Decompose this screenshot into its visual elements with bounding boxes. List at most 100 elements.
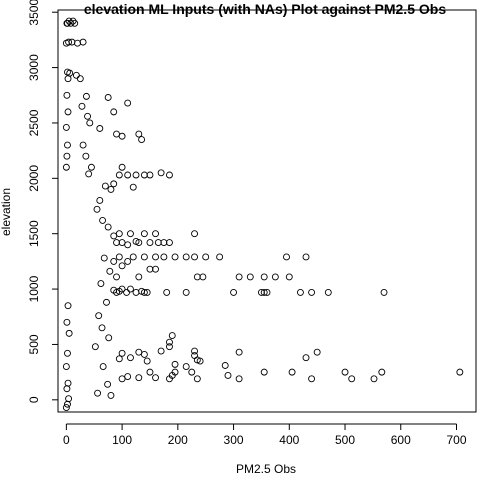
data-point bbox=[168, 332, 176, 340]
data-point bbox=[140, 171, 148, 179]
x-axis: 0 100 200 300 400 500 600 700 bbox=[63, 423, 467, 447]
y-tick-label: 2000 bbox=[27, 165, 41, 192]
data-point bbox=[127, 230, 134, 238]
x-tick-label: 400 bbox=[279, 433, 299, 447]
data-point bbox=[86, 119, 94, 127]
data-point bbox=[260, 368, 268, 376]
data-point bbox=[98, 324, 106, 332]
data-point bbox=[135, 273, 143, 281]
data-point bbox=[302, 253, 310, 261]
data-point bbox=[235, 375, 243, 383]
data-point bbox=[115, 230, 123, 238]
data-point bbox=[104, 223, 112, 231]
data-point bbox=[110, 108, 118, 116]
data-point bbox=[99, 216, 107, 224]
data-point bbox=[202, 253, 210, 261]
data-point bbox=[143, 357, 151, 365]
data-point bbox=[96, 125, 104, 132]
y-axis-label: elevation bbox=[0, 188, 13, 236]
data-point bbox=[154, 239, 162, 247]
data-point bbox=[115, 355, 123, 363]
data-point bbox=[182, 288, 190, 296]
data-point bbox=[91, 343, 99, 351]
data-point bbox=[62, 123, 70, 131]
data-point bbox=[182, 253, 190, 261]
data-point bbox=[132, 238, 140, 245]
data-point bbox=[113, 273, 120, 281]
data-point bbox=[182, 363, 190, 371]
data-point bbox=[166, 343, 173, 351]
data-point bbox=[124, 373, 132, 381]
data-point bbox=[308, 375, 316, 383]
data-point bbox=[260, 288, 268, 296]
data-point bbox=[146, 171, 154, 179]
data-point bbox=[260, 273, 268, 281]
data-point bbox=[63, 318, 71, 326]
data-point bbox=[93, 205, 101, 213]
data-point bbox=[129, 183, 137, 191]
data-point bbox=[95, 312, 103, 320]
data-point bbox=[118, 262, 126, 270]
data-point bbox=[64, 302, 72, 310]
data-point bbox=[166, 239, 173, 247]
data-point bbox=[118, 375, 126, 383]
plot-frame bbox=[57, 9, 477, 413]
data-point bbox=[168, 372, 176, 379]
data-point bbox=[101, 182, 109, 190]
data-point bbox=[99, 363, 107, 371]
data-point bbox=[216, 253, 224, 261]
data-point bbox=[65, 395, 73, 403]
data-point bbox=[171, 253, 179, 261]
data-point bbox=[104, 94, 112, 101]
x-axis-label: PM2.5 Obs bbox=[236, 462, 296, 476]
data-point bbox=[124, 99, 132, 107]
data-point bbox=[146, 239, 154, 247]
data-point bbox=[163, 288, 171, 296]
data-point bbox=[123, 288, 131, 296]
data-point bbox=[62, 404, 70, 412]
data-point bbox=[324, 288, 332, 296]
data-point bbox=[157, 347, 165, 355]
data-point bbox=[110, 286, 118, 294]
data-point bbox=[76, 75, 84, 83]
data-point bbox=[106, 267, 114, 275]
data-point bbox=[124, 257, 132, 265]
data-point bbox=[103, 298, 110, 306]
data-point bbox=[456, 368, 464, 376]
chart-title: elevation ML Inputs (with NAs) Plot agai… bbox=[84, 1, 446, 17]
data-point bbox=[257, 288, 265, 296]
data-point bbox=[118, 163, 126, 171]
data-point bbox=[302, 354, 310, 362]
data-point bbox=[166, 338, 173, 346]
data-point bbox=[313, 348, 321, 356]
data-point bbox=[64, 379, 72, 387]
data-point bbox=[152, 374, 159, 382]
data-point bbox=[191, 230, 198, 238]
data-point bbox=[140, 350, 148, 358]
data-point bbox=[62, 163, 70, 171]
data-point bbox=[127, 354, 134, 362]
data-point bbox=[146, 368, 154, 376]
data-point bbox=[380, 288, 388, 296]
data-point bbox=[63, 19, 71, 27]
data-point bbox=[224, 372, 232, 379]
data-point bbox=[63, 152, 71, 160]
data-point bbox=[308, 288, 316, 296]
data-point bbox=[132, 171, 140, 179]
data-point bbox=[271, 273, 279, 281]
data-point bbox=[85, 170, 93, 178]
data-point bbox=[110, 232, 118, 240]
data-point bbox=[94, 389, 102, 397]
data-point bbox=[87, 163, 95, 171]
x-tick-label: 700 bbox=[446, 433, 466, 447]
data-point bbox=[296, 288, 304, 296]
data-point bbox=[115, 253, 123, 261]
data-point bbox=[127, 285, 134, 293]
x-tick-label: 300 bbox=[224, 433, 244, 447]
data-point bbox=[191, 347, 198, 355]
data-point bbox=[196, 357, 204, 365]
data-point bbox=[283, 253, 290, 261]
data-point bbox=[110, 180, 118, 188]
data-point bbox=[146, 265, 154, 273]
data-point bbox=[72, 71, 80, 79]
